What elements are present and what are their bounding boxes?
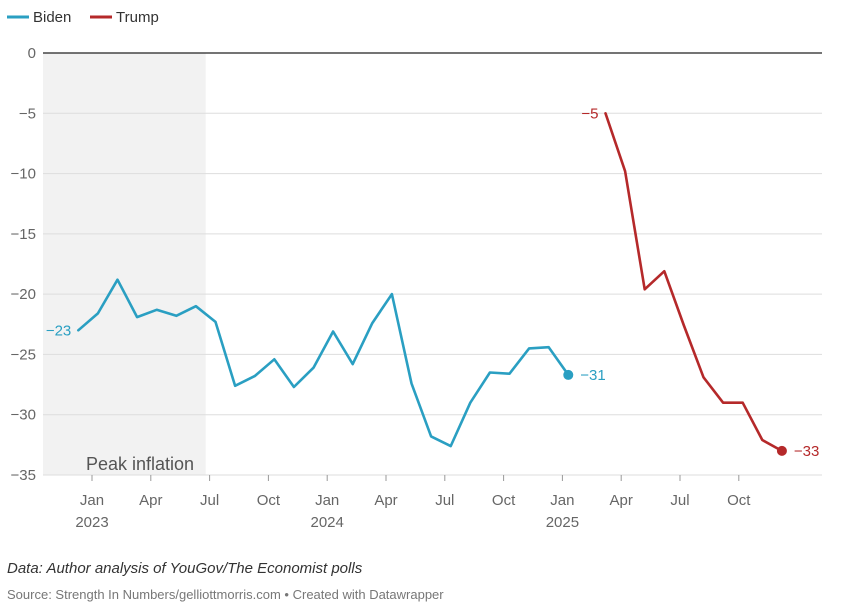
legend-trump-label: Trump xyxy=(116,9,159,26)
source-credit: Source: Strength In Numbers/gelliottmorr… xyxy=(7,587,444,602)
y-tick-label: −30 xyxy=(11,407,36,424)
series-start-label-biden: −23 xyxy=(46,322,71,339)
series-end-point-trump xyxy=(776,445,787,456)
series-lines: −31 −23 −33 −5 xyxy=(46,105,820,460)
legend-biden-label: Biden xyxy=(33,9,71,26)
x-tick-label: Jan xyxy=(550,492,574,509)
series-line-biden xyxy=(77,278,570,448)
x-tick-label: Jul xyxy=(670,492,689,509)
x-tick-label: Oct xyxy=(727,492,751,509)
series-end-point-biden xyxy=(563,369,574,380)
x-tick-label: Apr xyxy=(374,492,397,509)
x-tick-label: Jul xyxy=(435,492,454,509)
y-tick-label: −5 xyxy=(19,105,36,122)
series-line-trump xyxy=(604,112,784,453)
y-tick-label: −20 xyxy=(11,286,36,303)
x-tick-label: Apr xyxy=(610,492,633,509)
gridlines xyxy=(43,52,822,476)
series-end-label-biden: −31 xyxy=(580,367,605,384)
x-tick-label: Jul xyxy=(200,492,219,509)
x-tick-label: Oct xyxy=(257,492,281,509)
x-tick-year: 2024 xyxy=(311,514,344,531)
x-tick-label: Jan xyxy=(315,492,339,509)
peak-inflation-shade xyxy=(43,53,206,475)
y-tick-label: −35 xyxy=(11,467,36,484)
x-tick-label: Apr xyxy=(139,492,162,509)
y-tick-label: −15 xyxy=(11,226,36,243)
y-axis: 0 −5 −10 −15 −20 −25 −30 −35 xyxy=(11,45,36,484)
x-tick-label: Jan xyxy=(80,492,104,509)
line-chart: Peak inflation 0 −5 −10 −15 −20 −25 −30 −35 Jan… xyxy=(7,9,822,531)
y-tick-label: 0 xyxy=(28,45,36,62)
peak-inflation-label: Peak inflation xyxy=(86,454,194,474)
legend: Biden Trump xyxy=(7,9,159,26)
x-tick-year: 2025 xyxy=(546,514,579,531)
series-start-label-trump: −5 xyxy=(581,105,598,122)
y-tick-label: −25 xyxy=(11,346,36,363)
x-tick-year: 2023 xyxy=(75,514,108,531)
series-end-label-trump: −33 xyxy=(794,443,819,460)
x-axis: Jan 2023 Apr Jul Oct Jan 2024 Apr Jul Oct Jan 2025 A… xyxy=(75,475,751,531)
x-tick-label: Oct xyxy=(492,492,516,509)
data-note: Data: Author analysis of YouGov/The Econ… xyxy=(7,560,363,577)
y-tick-label: −10 xyxy=(11,166,36,183)
